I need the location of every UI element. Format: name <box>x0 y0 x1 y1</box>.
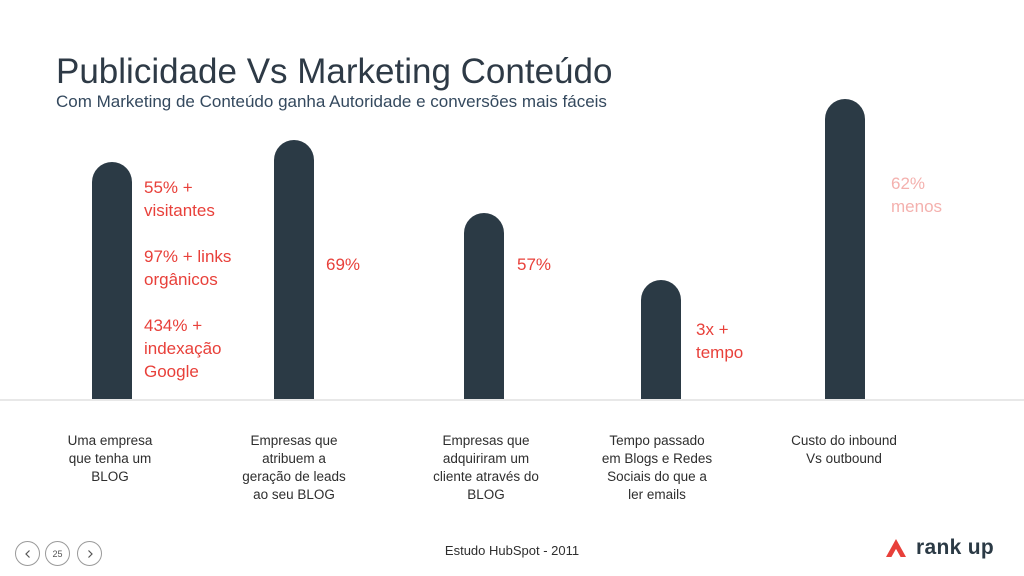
category-line: atribuem a <box>262 451 326 466</box>
stat-line: Google <box>144 362 199 381</box>
category-line: Tempo passado <box>609 433 705 448</box>
stat-line: 97% + links <box>144 247 232 266</box>
stat-blog-links: 97% + links orgânicos <box>144 245 231 291</box>
category-line: geração de leads <box>242 469 346 484</box>
category-line: cliente através do <box>433 469 539 484</box>
stat-line: orgânicos <box>144 270 218 289</box>
previous-slide-button[interactable] <box>15 541 40 566</box>
bar-time <box>641 280 681 400</box>
category-cost: Custo do inbound Vs outbound <box>779 432 909 468</box>
category-line: Uma empresa <box>67 433 153 448</box>
category-line: em Blogs e Redes <box>601 451 713 466</box>
stat-blog-indexing: 434% + indexação Google <box>144 314 231 383</box>
category-client: Empresas que adquiriram um cliente atrav… <box>421 432 551 504</box>
stat-leads: 69% <box>326 253 360 276</box>
stat-blog-visitors: 55% + visitantes <box>144 176 231 222</box>
baseline-divider <box>0 399 1024 401</box>
slide-title: Publicidade Vs Marketing Conteúdo <box>56 52 613 91</box>
category-line: BLOG <box>467 487 505 502</box>
category-line: Empresas que <box>250 433 338 448</box>
stat-line: tempo <box>696 343 744 362</box>
category-blog: Uma empresa que tenha um BLOG <box>45 432 175 486</box>
chevron-right-icon <box>87 549 93 558</box>
bar-cost <box>825 99 865 400</box>
category-line: Custo do inbound <box>791 433 897 448</box>
stat-time: 3x + tempo <box>696 318 743 364</box>
bar-client <box>464 213 504 400</box>
page-number: 25 <box>52 548 63 559</box>
category-line: que tenha um <box>68 451 152 466</box>
rankup-logo: rank up <box>884 536 994 560</box>
stat-line: visitantes <box>144 201 215 220</box>
stat-line: 57% <box>517 255 552 274</box>
category-time: Tempo passado em Blogs e Redes Sociais d… <box>592 432 722 504</box>
stat-line: indexação <box>144 339 222 358</box>
slide-number-indicator[interactable]: 25 <box>45 541 70 566</box>
category-line: Vs outbound <box>806 451 882 466</box>
stat-line: 62% <box>891 174 926 193</box>
category-line: Sociais do que a <box>607 469 707 484</box>
rankup-logo-icon <box>886 539 906 557</box>
next-slide-button[interactable] <box>77 541 102 566</box>
category-line: Empresas que <box>442 433 530 448</box>
stat-line: 434% + <box>144 316 203 335</box>
stat-client: 57% <box>517 253 551 276</box>
stat-cost: 62% menos <box>891 172 942 218</box>
stat-blog: 55% + visitantes 97% + links orgânicos 4… <box>144 176 231 406</box>
category-line: ler emails <box>628 487 686 502</box>
slide-subtitle: Com Marketing de Conteúdo ganha Autorida… <box>56 92 607 111</box>
stat-line: menos <box>891 197 943 216</box>
category-leads: Empresas que atribuem a geração de leads… <box>229 432 359 504</box>
stat-line: 69% <box>326 255 361 274</box>
category-line: BLOG <box>91 469 129 484</box>
logo-text: rank up <box>916 536 994 559</box>
category-line: adquiriram um <box>442 451 530 466</box>
chevron-left-icon <box>24 549 30 558</box>
stat-line: 55% + <box>144 178 193 197</box>
category-line: ao seu BLOG <box>253 487 335 502</box>
source-citation: Estudo HubSpot - 2011 <box>444 543 580 558</box>
bar-leads <box>274 140 314 400</box>
stat-line: 3x + <box>696 320 729 339</box>
bar-blog <box>92 162 132 400</box>
